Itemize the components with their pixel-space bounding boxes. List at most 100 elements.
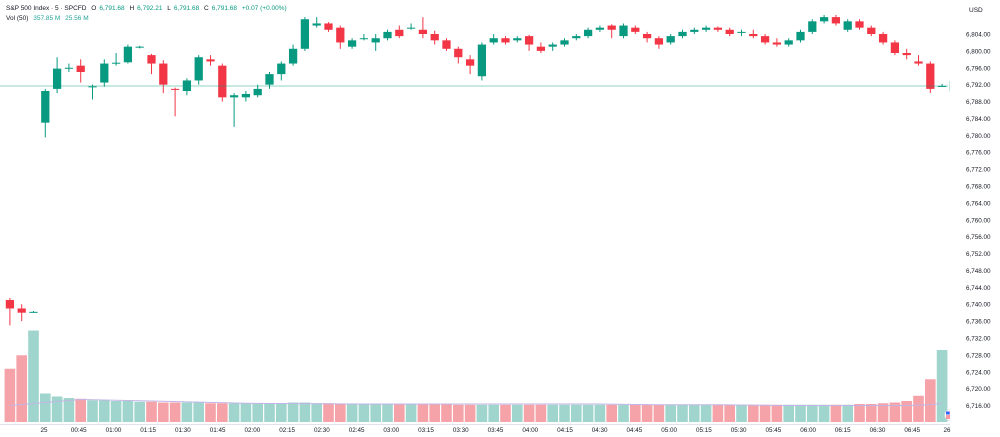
time-tick-label: 04:00 <box>522 427 538 434</box>
candle[interactable] <box>430 30 439 45</box>
candle[interactable] <box>347 38 357 49</box>
candle[interactable] <box>241 91 251 102</box>
candle[interactable] <box>536 42 546 54</box>
close-value: 6,791.68 <box>211 5 238 12</box>
candle[interactable] <box>867 25 876 37</box>
candle[interactable] <box>64 63 74 73</box>
volume-bar <box>393 404 405 422</box>
candle[interactable] <box>631 25 640 34</box>
candle[interactable] <box>182 78 192 96</box>
high-label: H <box>129 5 135 12</box>
candle[interactable] <box>583 27 593 39</box>
candle[interactable] <box>501 36 510 45</box>
candle[interactable] <box>772 38 782 47</box>
volume-bar <box>358 404 370 422</box>
candle[interactable] <box>135 45 144 49</box>
candle[interactable] <box>926 61 935 94</box>
candle[interactable] <box>654 36 664 49</box>
candle[interactable] <box>513 36 522 43</box>
candle[interactable] <box>206 55 215 66</box>
candle-body <box>324 23 333 30</box>
candle[interactable] <box>595 25 605 32</box>
candle[interactable] <box>725 27 734 37</box>
candle[interactable] <box>194 55 203 85</box>
candle[interactable] <box>383 29 392 41</box>
candle[interactable] <box>218 63 227 102</box>
candle[interactable] <box>713 26 723 32</box>
candle[interactable] <box>418 17 428 39</box>
candle[interactable] <box>548 42 557 51</box>
candle[interactable] <box>253 84 262 98</box>
candle[interactable] <box>147 53 156 75</box>
candle[interactable] <box>572 34 581 41</box>
candle[interactable] <box>170 87 180 117</box>
candle[interactable] <box>808 19 817 34</box>
candle[interactable] <box>477 42 487 81</box>
candle-body <box>536 46 546 51</box>
candle[interactable] <box>796 29 805 43</box>
time-tick-label: 02:45 <box>349 427 365 434</box>
candle[interactable] <box>359 34 369 41</box>
candle[interactable] <box>76 59 85 83</box>
volume-bar <box>924 379 936 422</box>
candle[interactable] <box>855 19 864 30</box>
candle[interactable] <box>642 31 652 43</box>
candle[interactable] <box>890 40 900 56</box>
candle[interactable] <box>749 29 758 39</box>
volume-label: Vol (50) <box>6 15 29 22</box>
candle[interactable] <box>760 34 770 45</box>
candle[interactable] <box>17 304 26 322</box>
candle[interactable] <box>406 23 416 30</box>
candle[interactable] <box>607 24 616 39</box>
candle[interactable] <box>560 38 569 47</box>
candle[interactable] <box>666 34 675 45</box>
candle[interactable] <box>878 31 888 45</box>
candle[interactable] <box>701 25 711 32</box>
candle-body <box>631 27 640 32</box>
candle[interactable] <box>88 84 97 100</box>
candle[interactable] <box>843 19 852 32</box>
candle-body <box>855 21 864 28</box>
candle[interactable] <box>678 29 687 39</box>
candle[interactable] <box>5 297 15 326</box>
candle[interactable] <box>41 88 50 138</box>
candle[interactable] <box>300 17 310 51</box>
candle[interactable] <box>831 14 841 26</box>
volume-bar <box>216 403 228 422</box>
candle[interactable] <box>159 60 168 94</box>
volume-bar <box>535 404 547 422</box>
candle[interactable] <box>524 34 534 51</box>
candle[interactable] <box>489 34 498 45</box>
candle[interactable] <box>229 93 239 127</box>
candle[interactable] <box>914 55 923 66</box>
candle[interactable] <box>819 14 829 24</box>
candle[interactable] <box>277 61 286 81</box>
candle[interactable] <box>324 22 333 32</box>
candle[interactable] <box>902 48 911 60</box>
candle[interactable] <box>442 38 451 51</box>
candle[interactable] <box>111 53 121 66</box>
candle[interactable] <box>784 38 793 47</box>
time-tick-label: 01:30 <box>175 427 191 434</box>
candle[interactable] <box>395 25 404 39</box>
candle[interactable] <box>454 46 463 64</box>
candle[interactable] <box>52 57 62 94</box>
candle[interactable] <box>937 83 947 87</box>
candle[interactable] <box>619 23 628 39</box>
candle[interactable] <box>100 59 109 87</box>
candle[interactable] <box>690 27 699 34</box>
candle[interactable] <box>737 29 746 37</box>
candle[interactable] <box>29 310 38 313</box>
candle-body <box>395 29 404 37</box>
candle[interactable] <box>371 34 380 51</box>
time-tick-label: 06:45 <box>904 427 920 434</box>
time-tick-label: 03:00 <box>383 427 399 434</box>
candle[interactable] <box>123 44 133 64</box>
candle[interactable] <box>336 25 345 49</box>
candle[interactable] <box>465 55 475 75</box>
candle[interactable] <box>288 44 298 66</box>
candle[interactable] <box>312 17 321 28</box>
candle-body <box>477 44 487 77</box>
